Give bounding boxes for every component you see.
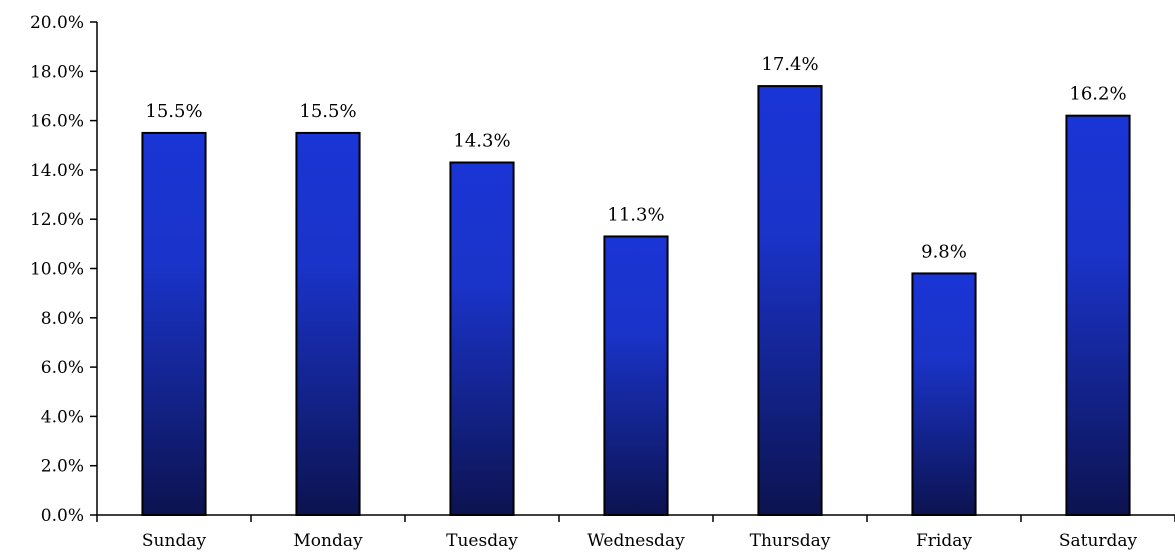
data-label-friday: 9.8% [921, 241, 967, 262]
data-label-wednesday: 11.3% [607, 204, 664, 225]
bar-wednesday [603, 235, 669, 517]
data-label-tuesday: 14.3% [453, 131, 510, 152]
y-tick-label: 10.0% [30, 260, 84, 280]
data-label-monday: 15.5% [299, 101, 356, 122]
y-tick-label: 18.0% [30, 62, 84, 82]
bar-friday [911, 272, 977, 516]
category-label-sunday: Sunday [142, 531, 207, 551]
category-label-saturday: Saturday [1059, 531, 1138, 551]
y-tick-label: 12.0% [30, 210, 84, 230]
y-tick-label: 2.0% [41, 457, 84, 477]
bar-saturday [1065, 114, 1131, 516]
y-axis: 0.0% 2.0% 4.0% 6.0% 8.0% 10.0% 12.0% 14.0% 16.0%… [30, 13, 98, 526]
y-tick-label: 20.0% [30, 13, 84, 33]
category-label-wednesday: Wednesday [587, 531, 685, 551]
category-label-monday: Monday [293, 531, 363, 551]
y-tick-label: 16.0% [30, 112, 84, 132]
y-tick-label: 14.0% [30, 161, 84, 181]
data-label-saturday: 16.2% [1069, 84, 1126, 105]
category-label-thursday: Thursday [750, 531, 831, 551]
x-axis: Sunday Monday Tuesday Wednesday Thursday Frid… [96, 514, 1175, 551]
data-label-thursday: 17.4% [761, 54, 818, 75]
category-label-friday: Friday [916, 531, 972, 551]
bar-tuesday [449, 161, 515, 516]
data-label-sunday: 15.5% [145, 101, 202, 122]
y-tick-label: 0.0% [41, 506, 84, 526]
bars: 15.5% 15.5% 14.3% 11.3% 17.4% 9.8% 16.2% [141, 54, 1131, 517]
y-tick-label: 6.0% [41, 358, 84, 378]
bar-monday [295, 131, 361, 517]
bar-thursday [757, 85, 823, 516]
y-tick-label: 8.0% [41, 309, 84, 329]
category-label-tuesday: Tuesday [446, 531, 518, 551]
bar-sunday [141, 131, 207, 517]
y-tick-label: 4.0% [41, 407, 84, 427]
